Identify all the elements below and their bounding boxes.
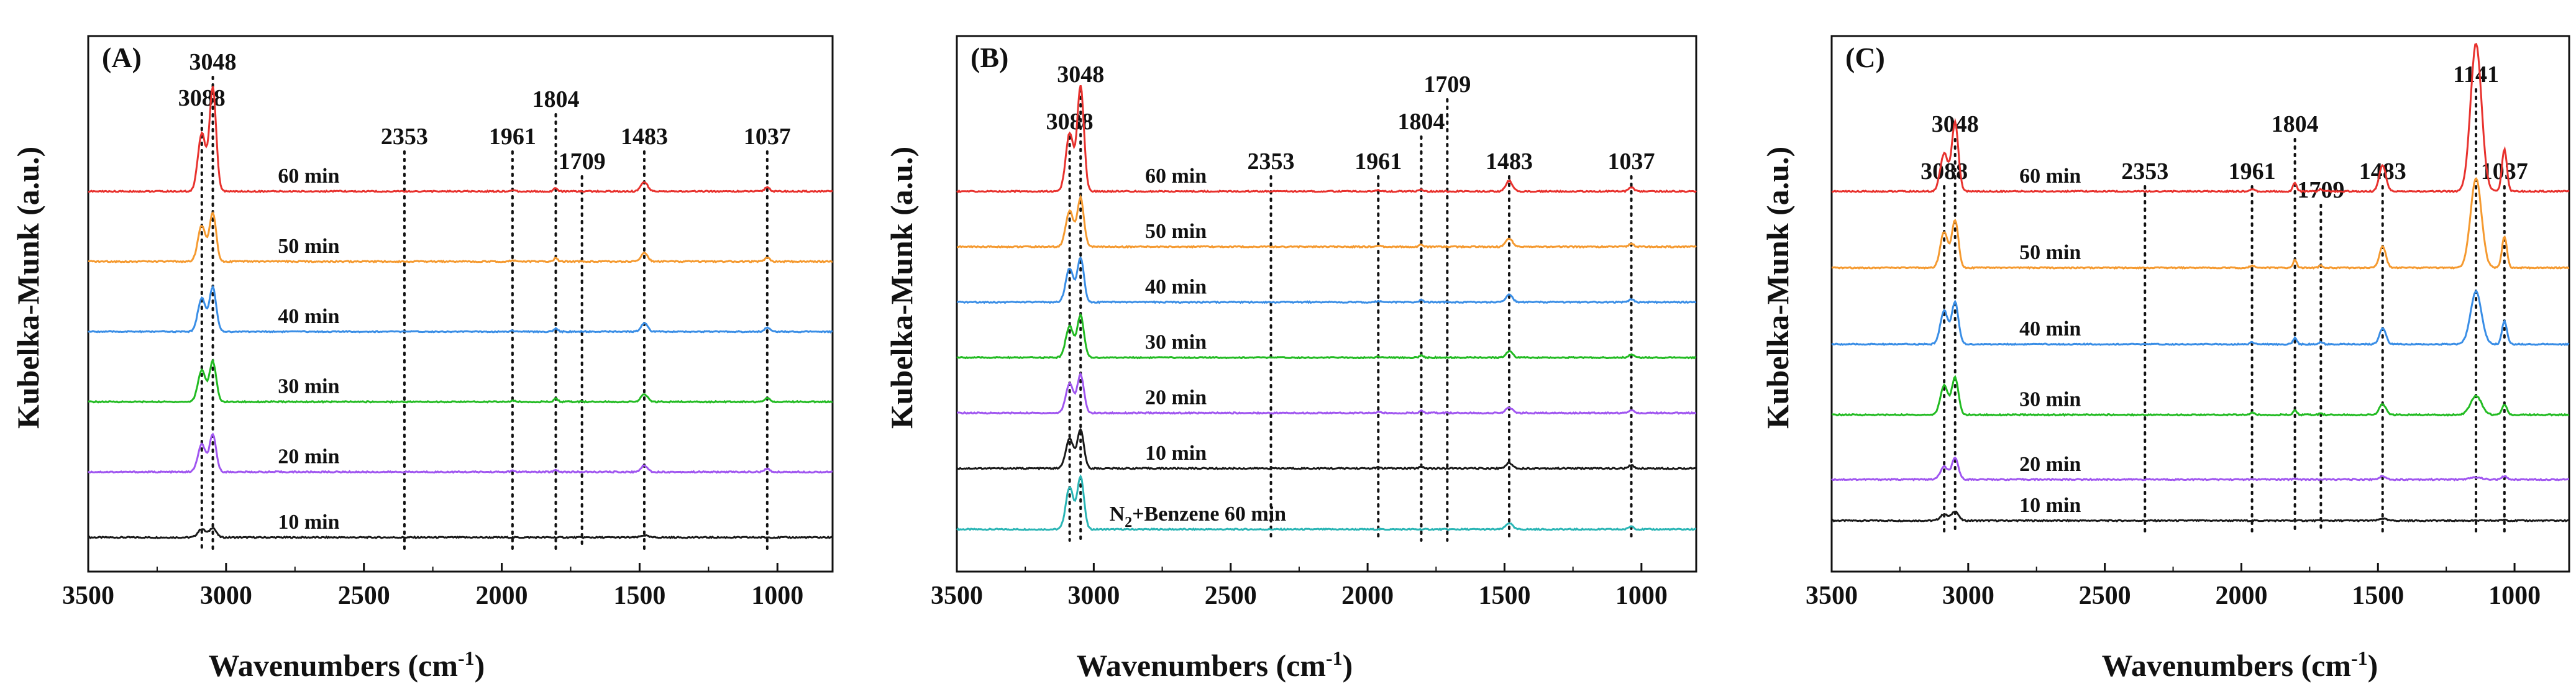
x-tick-label: 1000	[751, 582, 803, 610]
peak-label: 1483	[2359, 158, 2406, 185]
panel-a: Kubelka-Munk (a.u.) (A) 3500 3000 2500 2000 1…	[11, 35, 834, 683]
series-label: 10 min	[278, 511, 339, 534]
series-line	[1831, 289, 2570, 347]
series-line	[957, 372, 1697, 415]
series-line	[1831, 42, 2570, 194]
x-tick-label: 2000	[476, 582, 528, 610]
peak-label: 3048	[190, 49, 237, 75]
peak-label: 1804	[1397, 109, 1445, 135]
panel-label: (C)	[1845, 42, 1885, 73]
x-tick-label: 3000	[1942, 582, 1994, 610]
series-line	[956, 84, 1697, 194]
series-line	[88, 86, 833, 194]
x-tick-label: 3500	[62, 582, 114, 610]
series-label: 20 min	[2019, 453, 2081, 476]
peak-label: 2353	[2121, 158, 2168, 185]
plot-area: (A) 3500 3000 2500 2000 1500 1000 3088 3048 2353 1…	[62, 35, 834, 610]
series-line	[88, 432, 833, 474]
series-label: 10 min	[1145, 442, 1207, 465]
x-tick-label: 1500	[1478, 582, 1530, 610]
peak-label: 1037	[744, 124, 791, 150]
series-line	[88, 358, 833, 404]
series-label: 10 min	[2019, 494, 2081, 517]
peak-label: 1804	[2272, 111, 2319, 137]
peak-label: 1961	[1354, 148, 1402, 175]
series-label: N2+Benzene 60 min	[1110, 503, 1287, 531]
series-label: 60 min	[278, 165, 339, 188]
x-tick-label: 3000	[200, 582, 252, 610]
panel-c: Kubelka-Munk (a.u.) (C) 3500 3000 2500 2000 1…	[1760, 35, 2570, 683]
plot-frame	[87, 35, 834, 573]
plot-frame	[1830, 35, 2570, 573]
x-axis-label: Wavenumbers (cm-1)	[2102, 647, 2378, 683]
panel-b: Kubelka-Munk (a.u.) (B) 3500 3000 2500 2000 1…	[884, 35, 1697, 683]
peak-label: 3088	[1046, 109, 1094, 135]
series-line	[956, 427, 1697, 471]
series-label: 30 min	[1145, 331, 1207, 354]
peak-label: 2353	[381, 124, 428, 150]
peak-label: 1804	[532, 86, 580, 112]
peak-label: 1709	[559, 148, 606, 175]
series-label: 60 min	[2019, 165, 2081, 188]
panel-label: (A)	[102, 42, 142, 73]
x-tick-label: 2500	[2079, 582, 2131, 610]
peak-label: 1961	[2229, 158, 2276, 185]
peak-label: 3048	[1057, 62, 1104, 88]
x-tick-label: 3500	[931, 582, 983, 610]
x-tick-label: 1500	[613, 582, 665, 610]
series-line	[1831, 177, 2570, 270]
series-line	[956, 256, 1697, 304]
series-label: 50 min	[2019, 241, 2081, 264]
peak-label: 1037	[1608, 148, 1655, 175]
y-axis-label: Kubelka-Munk (a.u.)	[1760, 147, 1795, 429]
peak-label: 1483	[1486, 148, 1533, 175]
series-label: 20 min	[1145, 386, 1207, 409]
series-line	[1832, 375, 2570, 417]
series-line	[956, 474, 1697, 532]
peak-label: 2353	[1248, 148, 1295, 175]
x-axis-label: Wavenumbers (cm-1)	[209, 647, 485, 683]
series-line	[1830, 511, 2570, 523]
series-label: 60 min	[1145, 165, 1207, 188]
series-line	[87, 527, 833, 540]
x-tick-label: 1500	[2352, 582, 2404, 610]
series-label: 40 min	[278, 305, 339, 328]
peak-label: 1141	[2453, 62, 2499, 88]
x-tick-label: 3500	[1806, 582, 1858, 610]
x-axis-label: Wavenumbers (cm-1)	[1077, 647, 1353, 683]
peak-label: 1483	[621, 124, 668, 150]
peak-label: 3088	[178, 85, 226, 111]
x-tick-label: 2500	[338, 582, 390, 610]
x-tick-label: 2000	[2215, 582, 2267, 610]
panel-label: (B)	[971, 42, 1008, 73]
x-tick-label: 3000	[1067, 582, 1120, 610]
peak-label: 1961	[489, 124, 536, 150]
series-line	[956, 194, 1697, 249]
series-label: 30 min	[2019, 388, 2081, 411]
x-tick-label: 2000	[1341, 582, 1394, 610]
peak-label: 1709	[1423, 71, 1471, 98]
series-label: 30 min	[278, 375, 339, 398]
series-label: 40 min	[2019, 317, 2081, 340]
x-tick-label: 2500	[1205, 582, 1257, 610]
series-line	[88, 285, 833, 334]
series-label: 50 min	[1145, 220, 1207, 243]
x-tick-label: 1000	[2488, 582, 2541, 610]
series-label: 40 min	[1145, 275, 1207, 298]
y-axis-label: Kubelka-Munk (a.u.)	[884, 147, 919, 429]
series-line	[88, 211, 833, 263]
y-axis-label: Kubelka-Munk (a.u.)	[11, 147, 45, 429]
plot-area: (B) 3500 3000 2500 2000 1500 1000 3088 3048 2353 1…	[931, 35, 1697, 610]
series-label: 20 min	[278, 445, 339, 468]
series-line	[956, 313, 1697, 360]
plot-frame	[956, 35, 1697, 573]
series-label: 50 min	[278, 235, 339, 258]
series-line	[1831, 456, 2570, 481]
x-tick-label: 1000	[1615, 582, 1668, 610]
